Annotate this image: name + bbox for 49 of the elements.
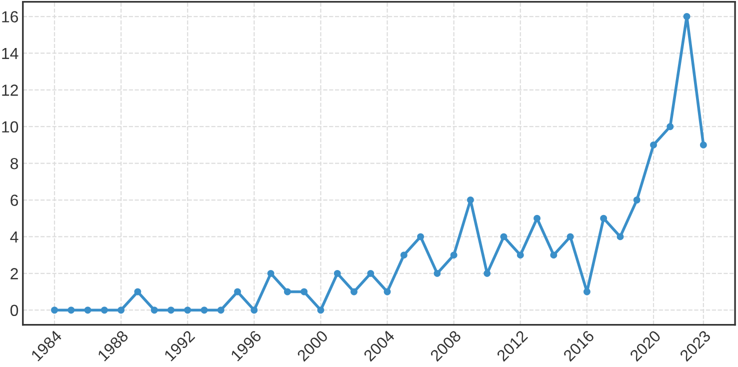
point [633,196,640,204]
y-tick-label: 0 [10,304,18,316]
point [583,288,590,296]
point [284,288,291,296]
point [118,306,125,314]
point [367,270,374,277]
y-tick-label: 14 [2,48,18,59]
point [400,252,408,259]
point [51,306,58,314]
point [217,306,224,314]
point [434,270,441,277]
point [384,288,391,296]
point [500,233,508,240]
point [234,288,241,296]
point [550,252,558,259]
point [600,214,608,222]
y-tick-label: 12 [2,84,18,96]
y-tick-label: 10 [2,121,18,133]
point [184,306,192,314]
y-tick-label: 2 [10,268,18,280]
point [700,141,707,148]
point [417,233,424,240]
point [317,306,324,314]
point [267,270,274,277]
y-tick-label: 6 [10,194,18,206]
point [650,141,657,148]
point [300,288,308,296]
y-tick-label: 8 [10,158,18,170]
point [200,306,208,314]
point [84,306,92,314]
point [467,196,474,204]
point [334,270,341,277]
point [350,288,358,296]
y-tick-label: 4 [10,232,18,242]
point [666,123,674,130]
point [150,306,158,314]
point [450,252,458,259]
point [516,252,524,259]
point [167,306,174,314]
point [68,306,75,314]
point [250,306,258,314]
point [100,306,108,314]
point [534,214,541,222]
point [566,233,574,240]
point [134,288,142,296]
y-tick-label: 16 [2,11,18,22]
point [484,270,491,277]
point [616,233,624,240]
point [683,13,690,20]
